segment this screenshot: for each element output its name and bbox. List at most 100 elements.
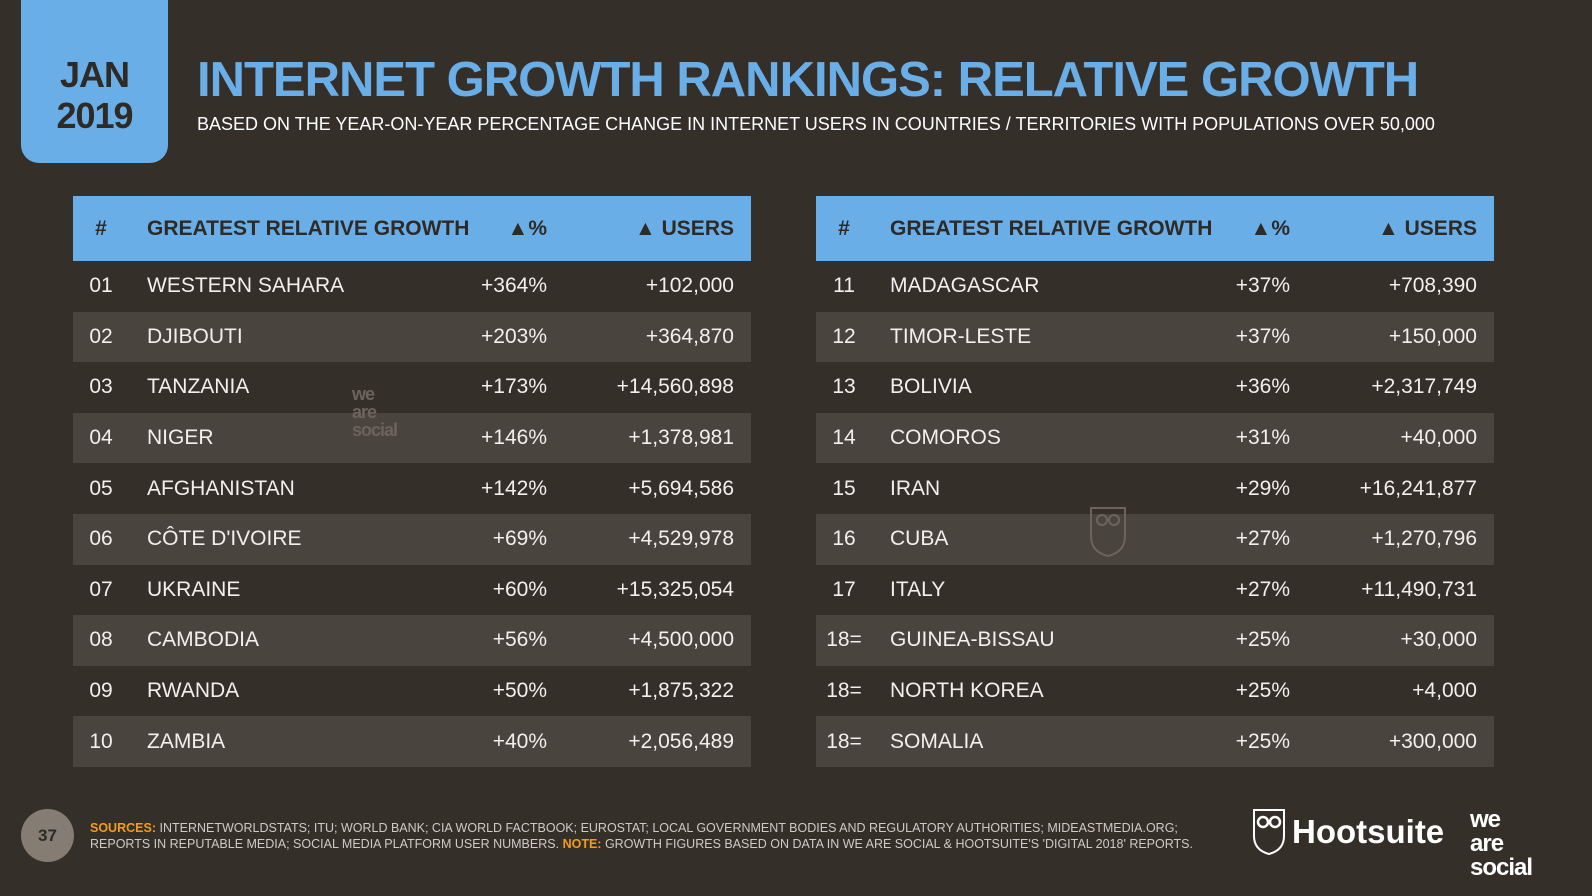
cell-num: 07: [89, 577, 113, 601]
cell-num: 10: [89, 729, 113, 753]
cell-users: +4,500,000: [628, 628, 734, 652]
table-row: 15 IRAN +29% +16,241,877: [816, 463, 1494, 514]
cell-pct: +25%: [1235, 628, 1290, 652]
page-subtitle: BASED ON THE YEAR-ON-YEAR PERCENTAGE CHA…: [197, 114, 1435, 134]
header-name: GREATEST RELATIVE GROWTH: [890, 216, 1213, 240]
cell-name: BOLIVIA: [890, 375, 972, 399]
table-row: 12 TIMOR-LESTE +37% +150,000: [816, 311, 1494, 363]
cell-pct: +25%: [1235, 679, 1290, 703]
cell-name: NIGER: [147, 426, 214, 450]
cell-num: 08: [89, 628, 113, 652]
page-title: INTERNET GROWTH RANKINGS: RELATIVE GROWT…: [197, 53, 1419, 107]
ranking-table-left: # GREATEST RELATIVE GROWTH ▲% ▲ USERS 01 WEST…: [73, 196, 751, 767]
cell-users: +364,870: [645, 324, 734, 348]
cell-pct: +56%: [492, 628, 547, 652]
cell-users: +14,560,898: [616, 375, 734, 399]
cell-num: 16: [832, 527, 856, 551]
watermark-word: we: [352, 384, 375, 404]
cell-users: +2,317,749: [1371, 375, 1477, 399]
hootsuite-owl-watermark-icon: [1090, 507, 1126, 558]
cell-users: +1,270,796: [1371, 527, 1477, 551]
cell-name: ITALY: [890, 577, 946, 601]
sources-label: SOURCES:: [90, 821, 156, 835]
cell-users: +40,000: [1400, 426, 1478, 450]
header-pct: ▲%: [1250, 216, 1290, 240]
date-badge: JAN 2019: [21, 0, 168, 163]
cell-num: 01: [89, 274, 113, 298]
table-row: 10 ZAMBIA +40% +2,056,489: [73, 716, 751, 767]
cell-users: +1,378,981: [628, 426, 734, 450]
cell-name: NORTH KOREA: [890, 679, 1044, 703]
cell-pct: +146%: [481, 426, 547, 450]
header-pct: ▲%: [507, 216, 547, 240]
cell-users: +2,056,489: [628, 729, 734, 753]
cell-users: +102,000: [645, 274, 734, 298]
logo-word: social: [1470, 854, 1533, 881]
cell-pct: +37%: [1235, 274, 1290, 298]
cell-users: +5,694,586: [628, 476, 734, 500]
cell-num: 12: [832, 324, 856, 348]
cell-name: ZAMBIA: [147, 729, 226, 753]
header-users: ▲ USERS: [1378, 216, 1477, 240]
table-row: 17 ITALY +27% +11,490,731: [816, 565, 1494, 616]
hootsuite-owl-icon: [1253, 809, 1285, 856]
cell-users: +150,000: [1388, 324, 1477, 348]
cell-name: UKRAINE: [147, 577, 241, 601]
cell-users: +15,325,054: [616, 577, 734, 601]
cell-name: GUINEA-BISSAU: [890, 628, 1055, 652]
cell-users: +4,000: [1412, 679, 1477, 703]
table-row: 11 MADAGASCAR +37% +708,390: [816, 261, 1494, 312]
date-year: 2019: [56, 95, 133, 136]
cell-name: CAMBODIA: [147, 628, 260, 652]
note-text: GROWTH FIGURES BASED ON DATA IN WE ARE S…: [604, 837, 1193, 851]
header-name: GREATEST RELATIVE GROWTH: [147, 216, 470, 240]
cell-users: +30,000: [1400, 628, 1478, 652]
table-row: 02 DJIBOUTI +203% +364,870: [73, 311, 751, 363]
table-row: 06 CÔTE D'IVOIRE +69% +4,529,978: [73, 513, 751, 565]
cell-name: CUBA: [890, 527, 949, 551]
table-row: 18= NORTH KOREA +25% +4,000: [816, 666, 1494, 717]
cell-num: 03: [89, 375, 113, 399]
cell-pct: +27%: [1235, 577, 1290, 601]
cell-name: RWANDA: [147, 679, 240, 703]
watermark-word: are: [352, 402, 377, 422]
header-num: #: [95, 216, 107, 240]
table-row: 09 RWANDA +50% +1,875,322: [73, 666, 751, 717]
cell-num: 02: [89, 324, 113, 348]
cell-pct: +27%: [1235, 527, 1290, 551]
cell-pct: +31%: [1235, 426, 1290, 450]
table-row: 04 NIGER +146% +1,378,981: [73, 412, 751, 464]
logo-word: we: [1470, 806, 1501, 833]
cell-users: +11,490,731: [1361, 577, 1477, 601]
ranking-table-right: # GREATEST RELATIVE GROWTH ▲% ▲ USERS 11 MADA…: [816, 196, 1494, 767]
cell-users: +300,000: [1388, 729, 1477, 753]
cell-pct: +203%: [481, 324, 547, 348]
cell-num: 18=: [826, 729, 862, 753]
cell-num: 06: [89, 527, 113, 551]
cell-name: TANZANIA: [147, 375, 250, 399]
page-number: 37: [21, 809, 74, 862]
date-month: JAN: [59, 54, 130, 95]
cell-users: +1,875,322: [628, 679, 734, 703]
cell-pct: +37%: [1235, 324, 1290, 348]
cell-name: IRAN: [890, 476, 941, 500]
footer-sources: SOURCES: INTERNETWORLDSTATS; ITU; WORLD …: [90, 820, 1210, 852]
note-label: NOTE:: [562, 837, 602, 851]
cell-name: DJIBOUTI: [147, 324, 243, 348]
cell-pct: +142%: [481, 476, 547, 500]
cell-pct: +40%: [492, 729, 547, 753]
header-num: #: [838, 216, 850, 240]
cell-num: 04: [89, 426, 113, 450]
cell-name: CÔTE D'IVOIRE: [147, 527, 302, 551]
cell-num: 17: [832, 577, 856, 601]
table-row: 13 BOLIVIA +36% +2,317,749: [816, 362, 1494, 413]
table-header: # GREATEST RELATIVE GROWTH ▲% ▲ USERS: [73, 196, 751, 261]
table-row: 18= GUINEA-BISSAU +25% +30,000: [816, 615, 1494, 666]
sources-text: INTERNETWORLDSTATS; ITU; WORLD BANK; CIA…: [90, 821, 1178, 851]
cell-name: WESTERN SAHARA: [147, 274, 345, 298]
table-row: 07 UKRAINE +60% +15,325,054: [73, 565, 751, 616]
cell-num: 14: [832, 426, 856, 450]
cell-name: COMOROS: [890, 426, 1001, 450]
table-header: # GREATEST RELATIVE GROWTH ▲% ▲ USERS: [816, 196, 1494, 261]
cell-pct: +364%: [481, 274, 547, 298]
